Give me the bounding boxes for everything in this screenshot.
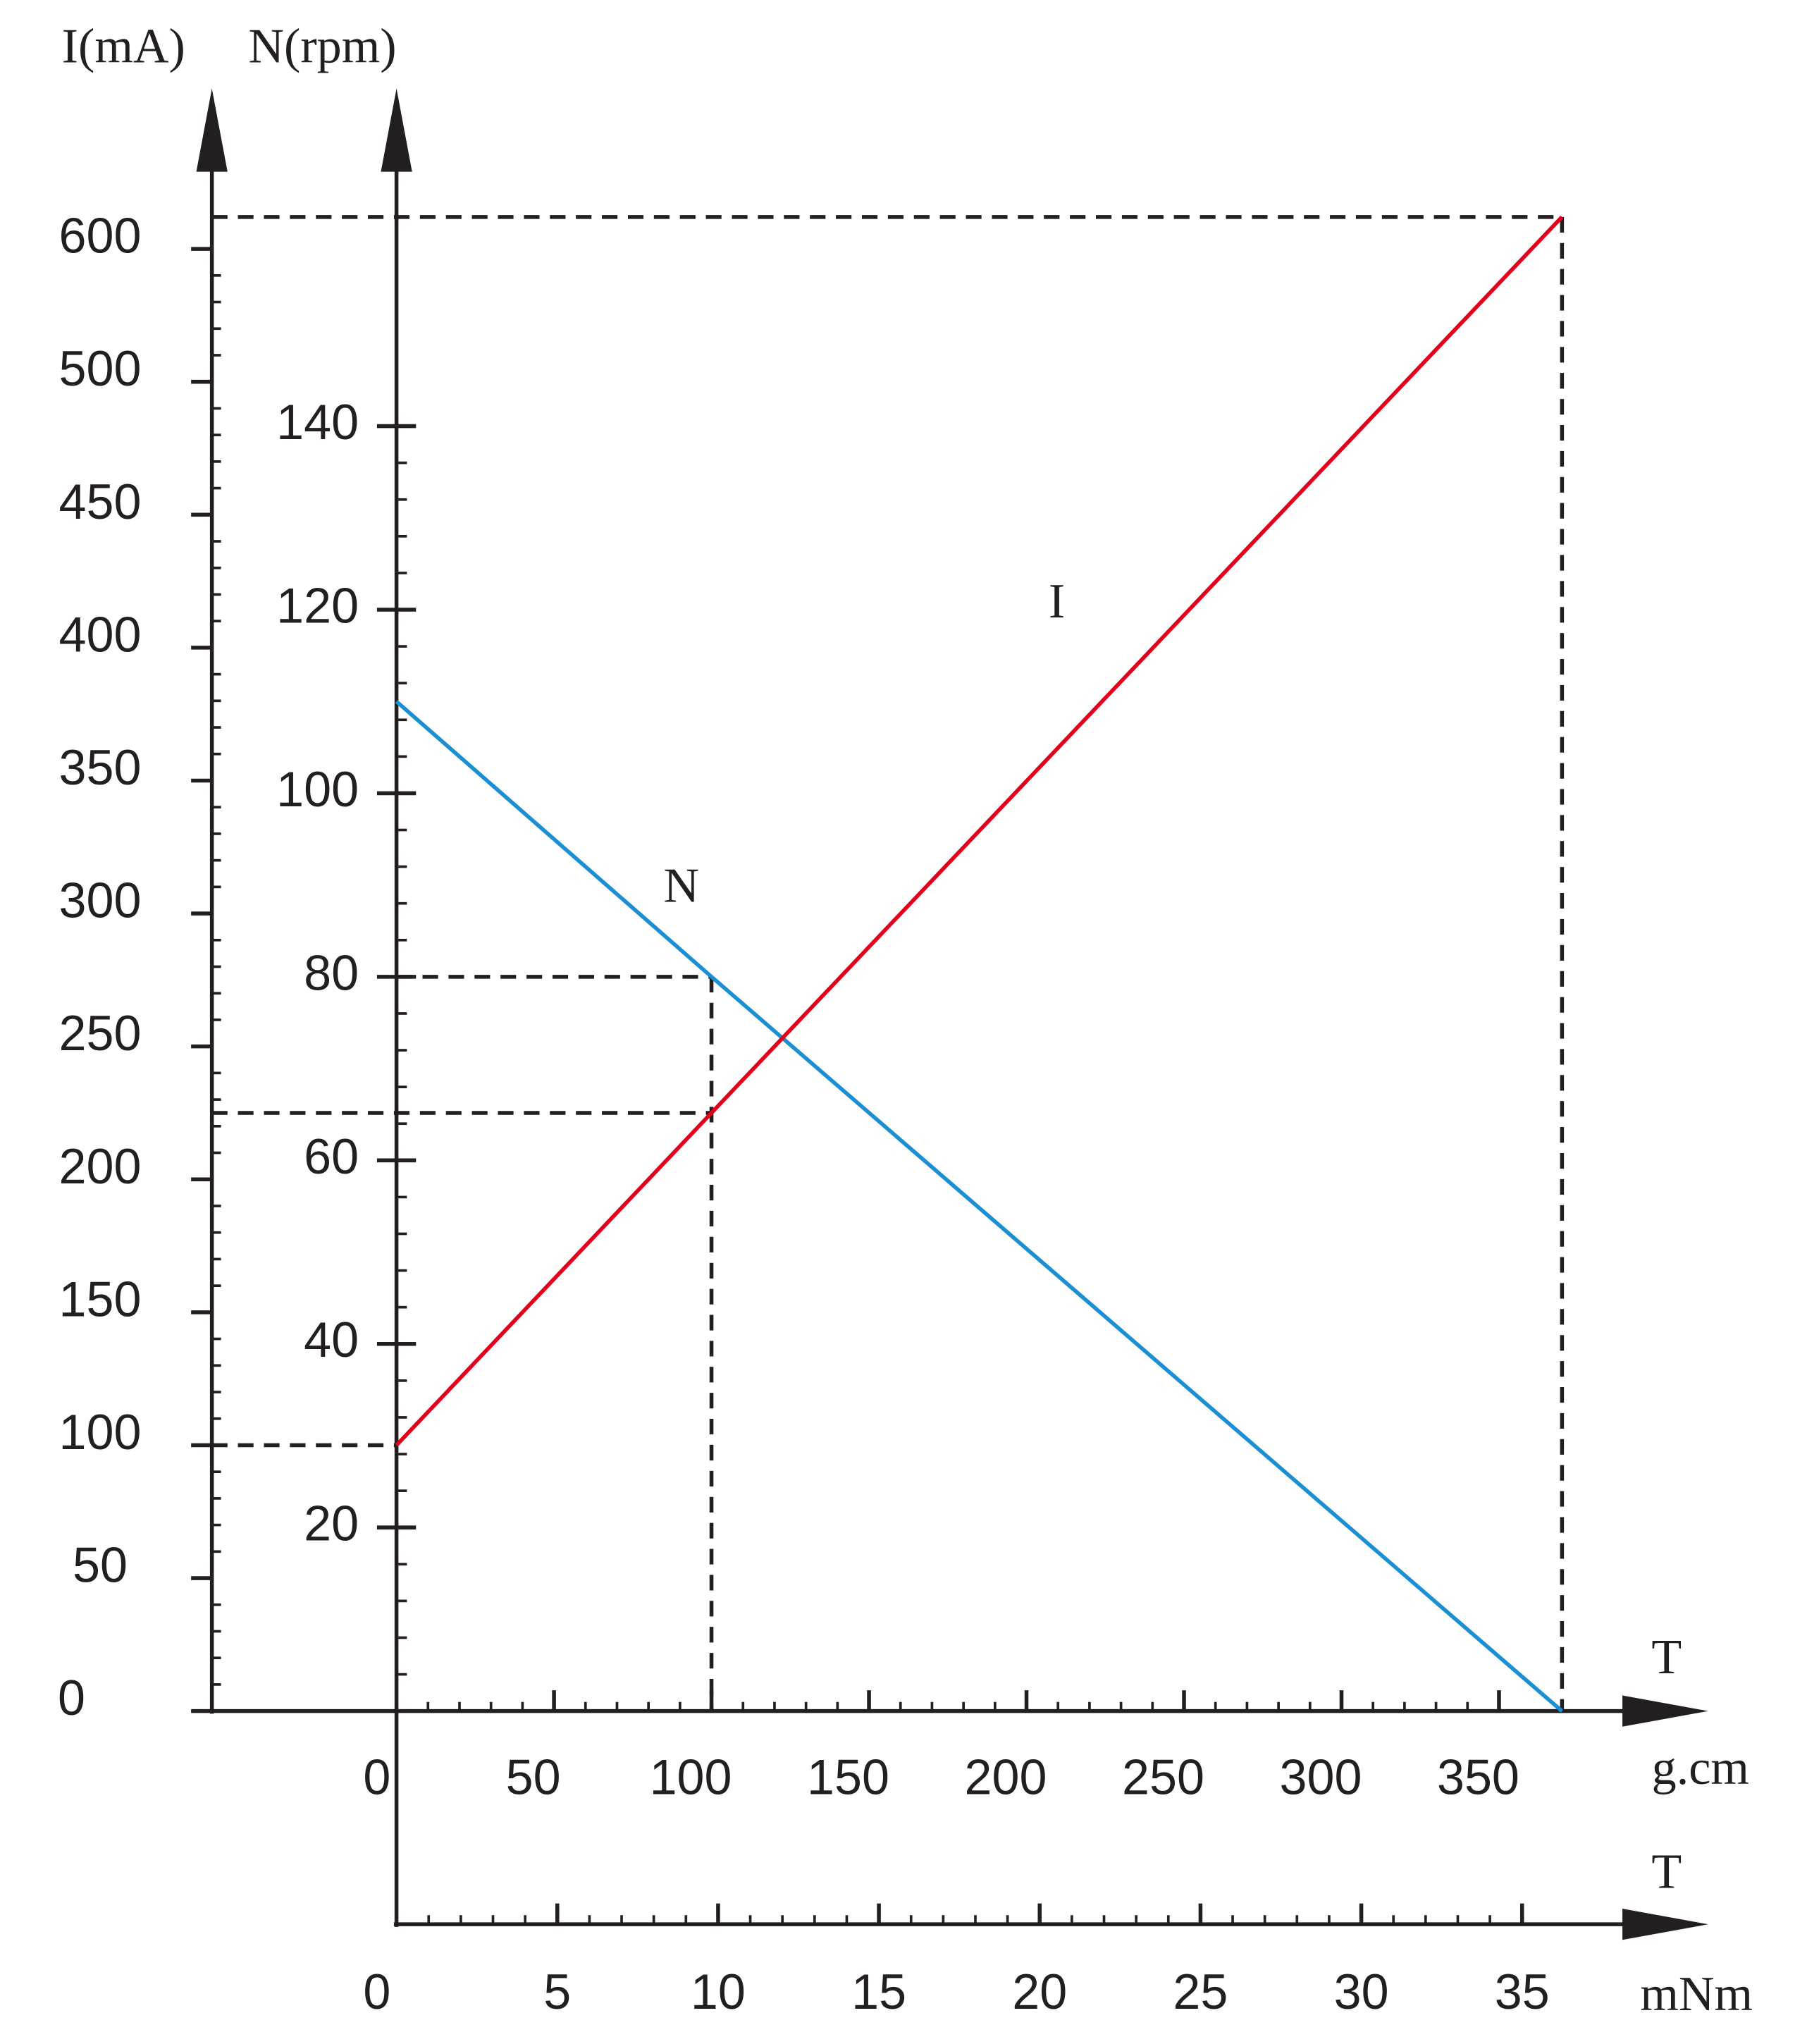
x2-axis-title: T	[1651, 1845, 1682, 1900]
y2-tick-label: 60	[304, 1129, 359, 1184]
y-tick-label: 0	[58, 1670, 85, 1725]
x-tick-label: 50	[506, 1750, 561, 1805]
y-tick-label: 250	[59, 1006, 142, 1061]
y-tick-label: 350	[59, 740, 142, 795]
x-axis-unit: g.cm	[1652, 1741, 1749, 1795]
y-tick-label: 300	[59, 873, 142, 928]
x2-tick-label: 30	[1334, 1964, 1389, 2019]
y2-axis-title: N(rpm)	[248, 20, 396, 74]
x-tick-label: 250	[1122, 1750, 1204, 1805]
y2-tick-label: 20	[304, 1496, 359, 1551]
y-tick-label: 50	[73, 1538, 128, 1593]
x-tick-label: 0	[363, 1750, 390, 1805]
y2-tick-label: 100	[276, 762, 359, 817]
axes	[209, 166, 1628, 1927]
x2-axis-unit: mNm	[1640, 1967, 1753, 2021]
x-tick-label: 300	[1280, 1750, 1362, 1805]
y-tick-label: 600	[59, 209, 142, 264]
y-tick-label: 200	[59, 1139, 142, 1194]
series-line	[395, 215, 1564, 1447]
x-tick-label: 100	[650, 1750, 732, 1805]
x2-tick-label: 0	[363, 1964, 390, 2019]
y-tick-label: 500	[59, 341, 142, 396]
y-tick-label: 100	[59, 1405, 142, 1460]
arrow	[1622, 1695, 1708, 1727]
y-tick-label: 450	[59, 474, 142, 529]
series-label: N	[664, 859, 700, 913]
arrows	[196, 88, 1708, 1940]
series-label: I	[1049, 574, 1065, 629]
y2-tick-label: 140	[276, 395, 359, 450]
arrow	[381, 88, 412, 172]
y-tick-label: 150	[59, 1272, 142, 1326]
x2-tick-label: 10	[691, 1964, 746, 2019]
x-axis-title: T	[1651, 1630, 1682, 1685]
x2-tick-label: 15	[851, 1964, 906, 2019]
y2-tick-label: 120	[276, 578, 359, 633]
y-tick-label: 400	[59, 607, 142, 662]
y-axis-title: I(mA)	[62, 20, 185, 74]
x2-tick-label: 35	[1495, 1964, 1550, 2019]
x2-tick-label: 25	[1173, 1964, 1228, 2019]
x2-tick-label: 5	[543, 1964, 571, 2019]
arrow	[196, 88, 228, 172]
y2-tick-label: 40	[304, 1312, 359, 1367]
x-tick-label: 150	[807, 1750, 889, 1805]
x2-tick-label: 20	[1012, 1964, 1067, 2019]
y2-tick-label: 80	[304, 945, 359, 1000]
x-tick-label: 350	[1437, 1750, 1519, 1805]
x-tick-label: 200	[965, 1750, 1047, 1805]
series-line	[395, 700, 1564, 1713]
arrow	[1622, 1909, 1708, 1940]
